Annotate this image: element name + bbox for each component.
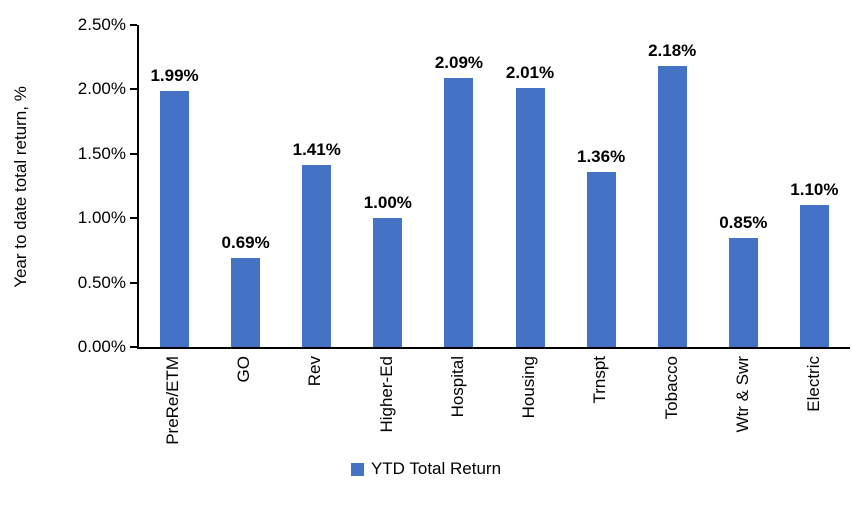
category-cell: Tobacco [636,356,707,445]
y-tick-label: 0.00% [77,337,126,356]
bar-value-label: 1.99% [150,65,199,85]
bar-value-label: 1.10% [790,180,839,200]
bar-series: 1.99% 0.69% 1.41% 1.00% 2.09% 2.01% 1.36% 2.18%… [139,25,850,347]
bar-value-label: 0.69% [221,233,270,253]
category-cell: GO [208,356,279,445]
category-cell: Rev [280,356,351,445]
category-label: Electric [804,356,824,412]
category-cell: Hospital [422,356,493,445]
bar [231,258,261,347]
bar-column: 0.85% [708,25,779,347]
bar-column: 1.36% [566,25,637,347]
category-label: Hospital [447,356,467,418]
y-tick-label: 1.50% [77,143,126,163]
bar [373,218,403,347]
y-tick-label: 0.50% [77,272,126,292]
category-cell: PreRe/ETM [137,356,208,445]
category-label: Rev [305,356,325,387]
category-label: Housing [519,356,539,419]
bar-value-label: 1.00% [363,193,412,213]
bar [657,66,687,347]
category-cell: Housing [493,356,564,445]
bar-value-label: 2.18% [648,41,697,61]
bar-column: 1.10% [779,25,850,347]
legend-swatch [350,462,364,476]
y-tick-mark [130,281,137,284]
bar-value-label: 0.85% [719,212,768,232]
bar-column: 2.01% [494,25,565,347]
bar [444,77,474,347]
bar-column: 0.69% [210,25,281,347]
x-axis-labels: PreRe/ETM GO Rev Higher-Ed Hospital Housing Tr… [137,356,850,445]
bar-column: 1.41% [281,25,352,347]
y-tick-label: 2.00% [77,79,126,99]
y-tick-label: 2.50% [77,15,126,34]
category-label: PreRe/ETM [162,356,182,445]
y-tick-label: 1.00% [77,208,126,228]
category-cell: Wtr & Swr [707,356,778,445]
bar [728,237,758,347]
plot-area: 2.50% 2.00% 1.50% 1.00% 0.50% 0.00% 1.99% 0.69… [78,15,850,356]
category-label: GO [233,356,253,383]
category-label: Tobacco [661,356,681,420]
y-axis-title: Year to date total return, % [11,86,30,288]
bar [160,90,190,347]
category-cell: Higher-Ed [351,356,422,445]
legend-label: YTD Total Return [370,459,502,478]
bar-value-label: 2.09% [434,52,484,72]
category-label: Trnspt [590,356,610,404]
bar [515,88,545,347]
category-label: Wtr & Swr [733,356,753,433]
bar [586,171,616,347]
bar-value-label: 1.41% [292,140,341,160]
bar [799,205,829,347]
legend: YTD Total Return [0,459,852,479]
y-tick-mark [130,88,137,91]
bar [302,165,332,347]
bar-value-label: 1.36% [577,146,626,166]
category-cell: Trnspt [565,356,636,445]
bar-column: 1.99% [139,25,210,347]
bar-column: 2.09% [423,25,494,347]
y-tick-mark [130,217,137,220]
bar-column: 2.18% [637,25,708,347]
y-tick-mark [130,346,137,348]
y-tick-mark [130,152,137,155]
category-label: Higher-Ed [376,356,396,433]
y-tick-mark [130,24,137,26]
category-cell: Electric [779,356,850,445]
bar-column: 1.00% [352,25,423,347]
bar-value-label: 2.01% [505,63,555,83]
